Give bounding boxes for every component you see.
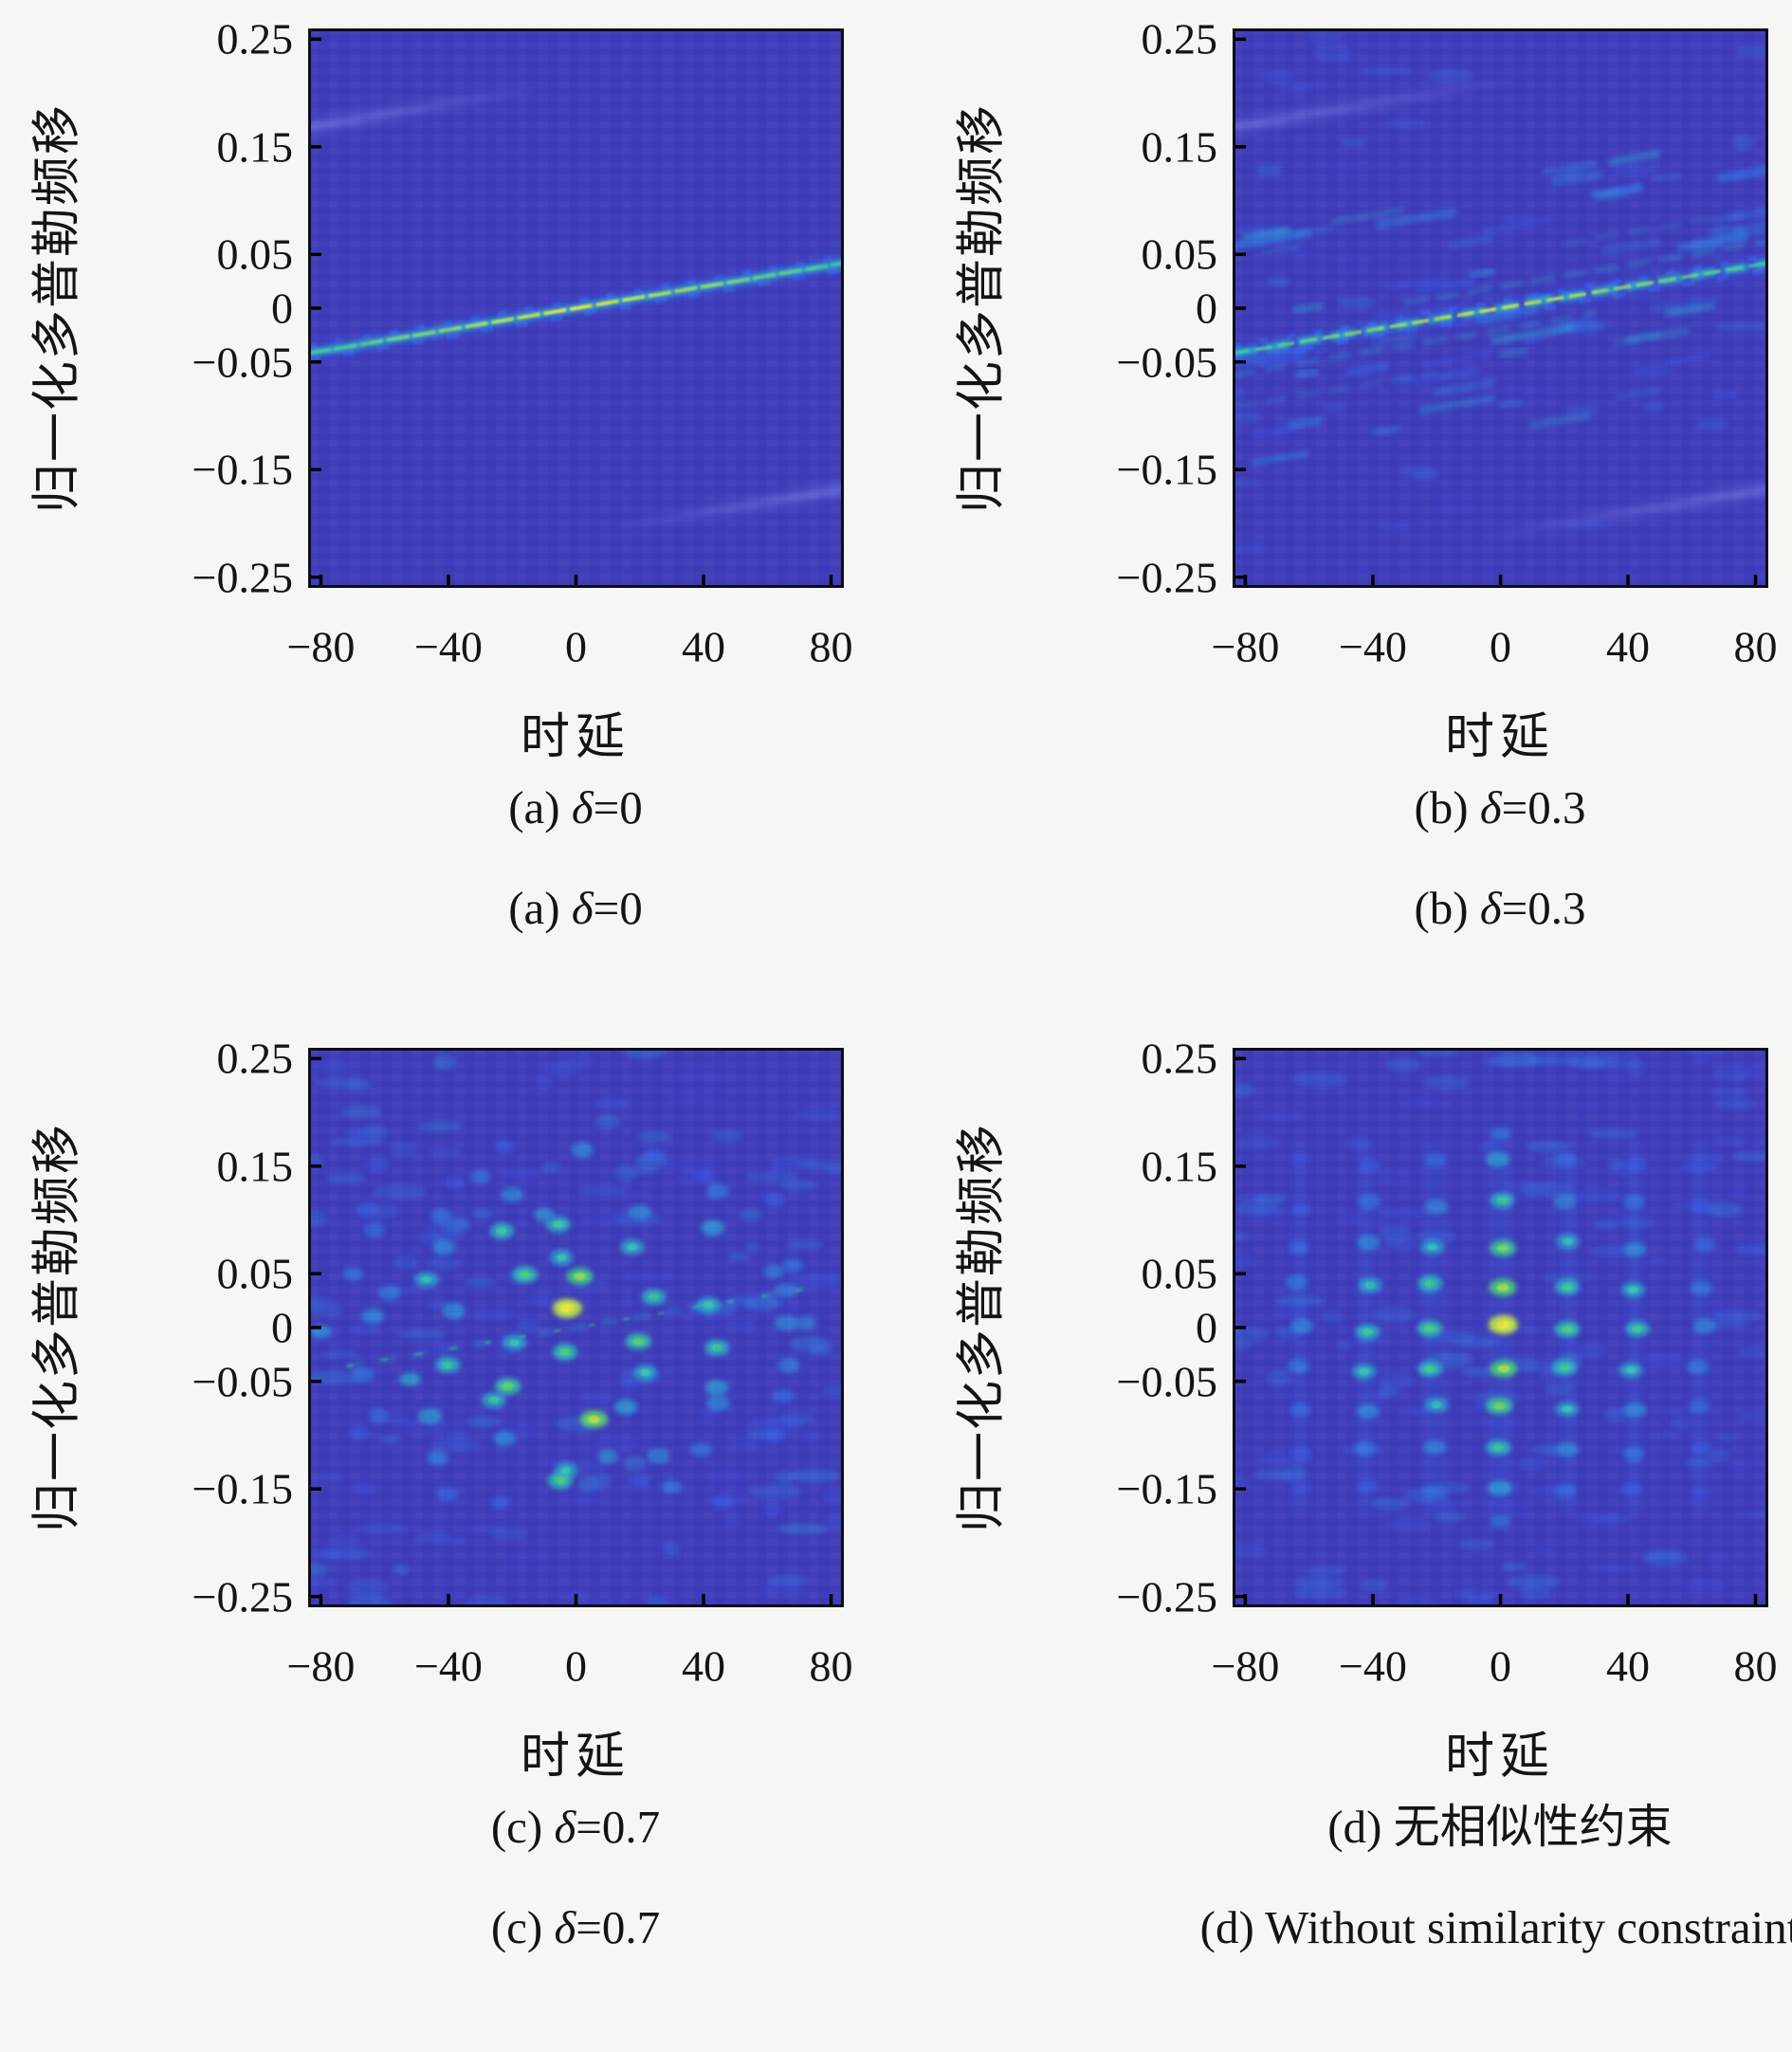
x-tick-label: 0: [1490, 1641, 1511, 1691]
y-tick-label: −0.05: [192, 1357, 293, 1406]
x-axis-label: 时延: [1444, 1730, 1556, 1785]
x-tick-label: −40: [1338, 622, 1407, 671]
caption-line-2: (a) δ=0: [508, 882, 643, 934]
y-tick-label: −0.15: [1116, 445, 1217, 494]
y-tick-label: 0.05: [1141, 229, 1218, 279]
y-axis-label: 归一化多普勒频移: [955, 102, 1010, 514]
y-tick-label: −0.25: [192, 553, 293, 602]
x-tick-label: 40: [1606, 622, 1651, 671]
y-tick-label: 0: [1196, 284, 1217, 333]
x-tick-label: −40: [413, 1641, 483, 1691]
x-tick-label: −80: [286, 1641, 356, 1691]
y-tick-label: −0.05: [192, 338, 293, 387]
caption-line-1: (c) δ=0.7: [490, 1801, 661, 1853]
y-tick-label: 0.05: [1141, 1249, 1218, 1298]
x-tick-label: 80: [809, 1641, 853, 1691]
y-tick-label: 0.05: [216, 229, 294, 279]
x-tick-label: 40: [682, 622, 726, 671]
y-tick-label: −0.05: [1116, 1357, 1217, 1406]
x-tick-label: −80: [1211, 622, 1280, 671]
x-tick-label: 80: [1733, 622, 1778, 671]
y-tick-label: 0: [271, 1303, 293, 1352]
y-tick-label: 0.05: [216, 1249, 294, 1298]
x-axis-label: 时延: [520, 710, 631, 765]
x-tick-label: 80: [809, 622, 853, 671]
x-tick-label: 0: [565, 1641, 587, 1691]
caption-line-2: (c) δ=0.7: [490, 1901, 661, 1953]
y-tick-label: 0.25: [1141, 1034, 1218, 1083]
y-tick-label: −0.25: [192, 1572, 293, 1621]
caption-line-2: (b) δ=0.3: [1414, 882, 1586, 934]
x-tick-label: 80: [1733, 1641, 1778, 1691]
x-tick-label: 0: [1490, 622, 1511, 671]
x-tick-label: −40: [413, 622, 483, 671]
y-tick-label: 0: [1196, 1303, 1217, 1352]
y-tick-label: 0.25: [216, 14, 294, 64]
y-tick-label: 0.25: [216, 1034, 294, 1083]
x-axis-label: 时延: [1444, 710, 1556, 765]
y-tick-label: 0.15: [216, 122, 294, 172]
x-tick-label: −80: [1211, 1641, 1280, 1691]
x-tick-label: 40: [1606, 1641, 1651, 1691]
x-tick-label: 0: [565, 622, 587, 671]
y-tick-label: −0.25: [1116, 553, 1217, 602]
heatmap-a: [308, 28, 844, 588]
y-tick-label: 0: [271, 284, 293, 333]
heatmap-d: [1233, 1048, 1768, 1607]
y-tick-label: 0.15: [1141, 1142, 1218, 1191]
y-axis-label: 归一化多普勒频移: [955, 1122, 1010, 1533]
heatmap-c: [308, 1048, 844, 1607]
y-tick-label: 0.25: [1141, 14, 1218, 64]
y-axis-label: 归一化多普勒频移: [30, 1122, 85, 1533]
caption-line-2: (d) Without similarity constraint: [1199, 1901, 1792, 1953]
x-tick-label: 40: [682, 1641, 726, 1691]
y-tick-label: 0.15: [216, 1142, 294, 1191]
y-tick-label: −0.15: [192, 1464, 293, 1513]
x-tick-label: −40: [1338, 1641, 1407, 1691]
y-tick-label: −0.05: [1116, 338, 1217, 387]
x-tick-label: −80: [286, 622, 356, 671]
caption-line-1: (d) 无相似性约束: [1327, 1801, 1673, 1853]
y-tick-label: −0.15: [192, 445, 293, 494]
heatmap-b: [1233, 28, 1768, 588]
x-axis-label: 时延: [520, 1730, 631, 1785]
y-tick-label: 0.15: [1141, 122, 1218, 172]
caption-line-1: (b) δ=0.3: [1414, 781, 1586, 834]
y-axis-label: 归一化多普勒频移: [30, 102, 85, 514]
caption-line-1: (a) δ=0: [508, 781, 643, 834]
y-tick-label: −0.25: [1116, 1572, 1217, 1621]
y-tick-label: −0.15: [1116, 1464, 1217, 1513]
